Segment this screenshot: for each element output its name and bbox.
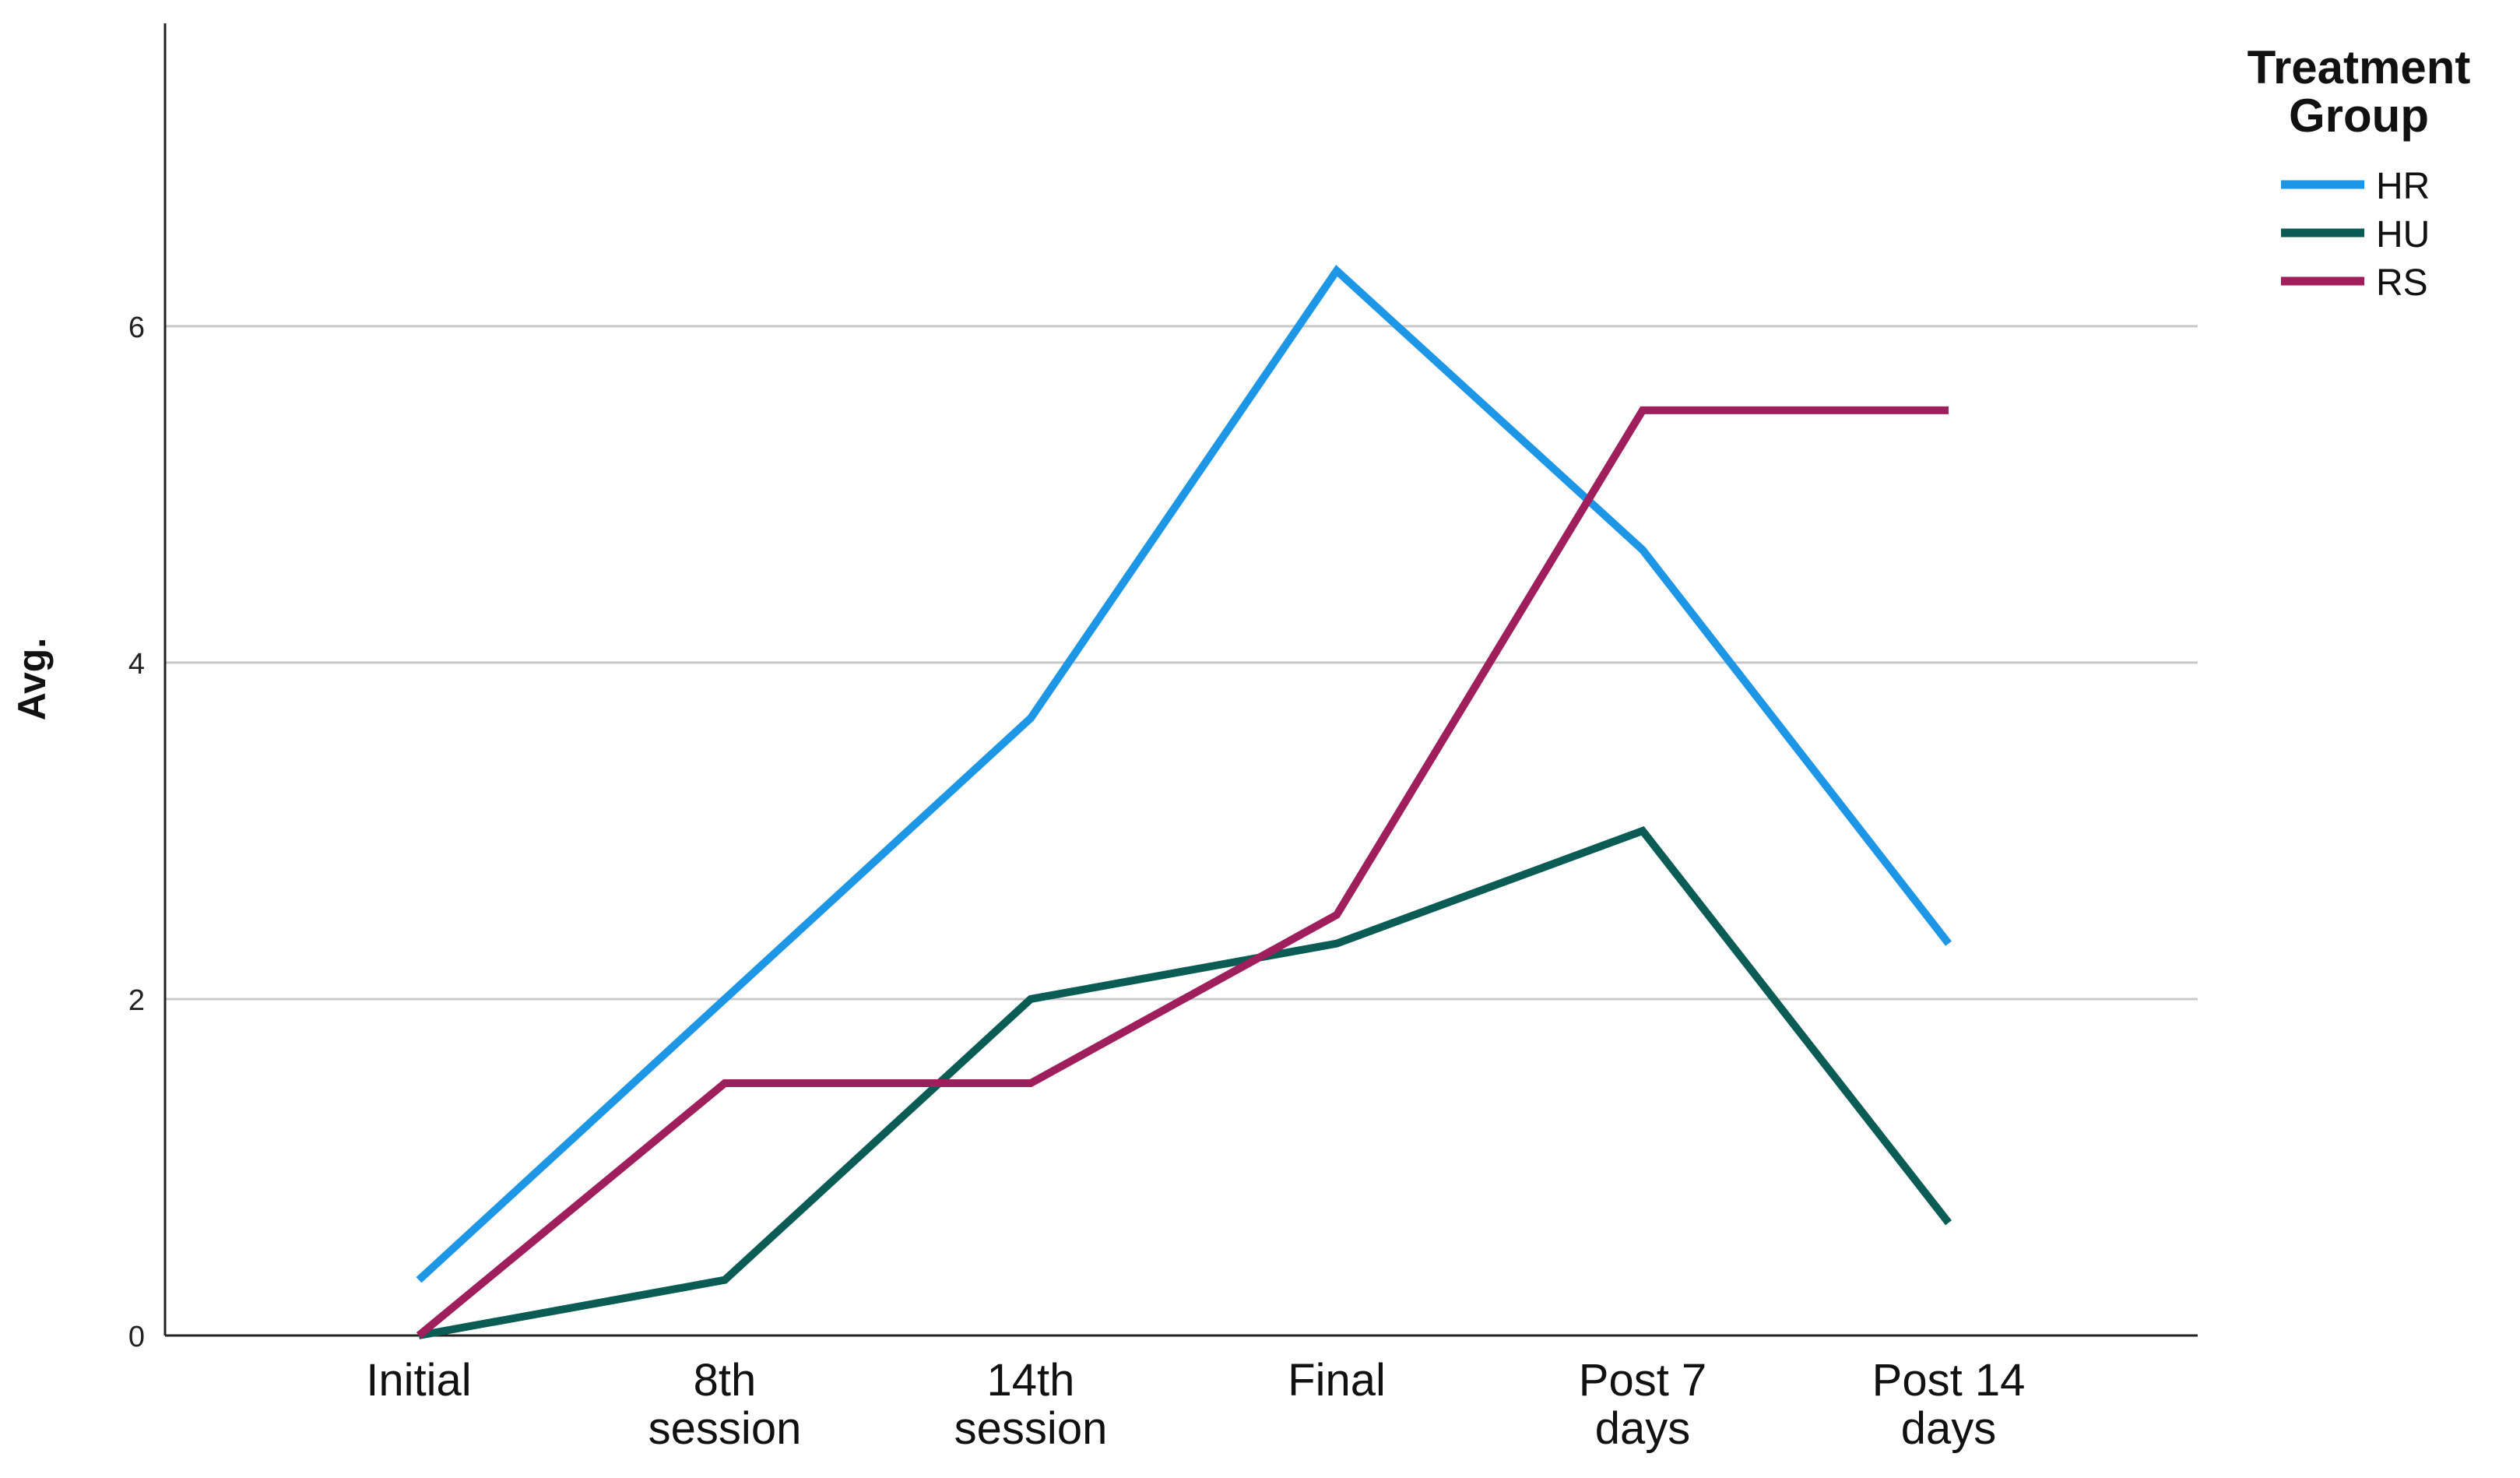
data-point <box>724 1279 726 1281</box>
x-tick-label: 8th session <box>648 1355 802 1454</box>
series-lines <box>416 264 1952 1339</box>
data-point <box>1948 1222 1949 1223</box>
x-tick-label: Initial <box>366 1355 471 1406</box>
legend-item-hu: HU <box>2281 214 2430 255</box>
legend-label: HU <box>2376 214 2430 255</box>
legend-label: RS <box>2376 262 2428 304</box>
series-hr <box>416 264 1952 1283</box>
legend-title: Treatment Group <box>2248 41 2471 142</box>
series-line-hu <box>418 825 1952 1339</box>
legend-title-line: Treatment <box>2248 41 2471 93</box>
x-tick-label-line: Post 7 <box>1579 1355 1706 1406</box>
series-line-rs <box>416 406 1949 1339</box>
x-tick-label: Post 14 days <box>1872 1355 2026 1454</box>
x-tick-label-line: session <box>954 1403 1108 1454</box>
data-point <box>1948 943 1949 945</box>
y-tick-label: 0 <box>128 1321 145 1353</box>
x-tick-label-line: Post 14 <box>1872 1355 2026 1406</box>
gridlines <box>165 325 2198 1001</box>
data-point <box>1336 943 1337 945</box>
x-tick-label-line: days <box>1901 1403 1997 1454</box>
y-tick-labels: 0 2 4 6 <box>128 311 145 1353</box>
x-tick-label: Post 7 days <box>1579 1355 1706 1454</box>
series-rs <box>416 406 1949 1339</box>
data-point <box>724 1082 726 1084</box>
legend-item-rs: RS <box>2281 262 2428 304</box>
x-tick-label-line: Initial <box>366 1355 471 1406</box>
data-point <box>1948 410 1949 411</box>
y-axis-label: Avg. <box>10 638 54 721</box>
y-tick-label: 2 <box>128 984 145 1017</box>
data-point <box>724 998 726 1000</box>
y-tick-label: 6 <box>128 311 145 344</box>
legend-item-hr: HR <box>2281 166 2430 207</box>
data-point <box>1642 830 1643 832</box>
data-point <box>1030 1082 1032 1084</box>
x-tick-label: 14th session <box>954 1355 1108 1454</box>
x-tick-label-line: session <box>648 1403 802 1454</box>
x-tick-label-line: 8th <box>694 1355 757 1406</box>
data-point <box>1030 998 1032 1000</box>
axes <box>163 23 2198 1337</box>
data-point <box>418 1335 420 1336</box>
data-point <box>1642 549 1643 551</box>
data-point <box>418 1279 420 1281</box>
x-tick-label: Final <box>1288 1355 1386 1406</box>
legend: Treatment Group HR HU RS <box>2248 41 2471 304</box>
data-point <box>1336 914 1337 916</box>
x-tick-label-line: 14th <box>987 1355 1075 1406</box>
x-tick-label-line: Final <box>1288 1355 1386 1406</box>
data-point <box>1642 410 1643 411</box>
legend-title-line: Group <box>2289 90 2429 142</box>
x-tick-label-line: days <box>1595 1403 1691 1454</box>
data-point <box>1336 270 1337 272</box>
series-hu <box>418 825 1952 1339</box>
y-tick-label: 4 <box>128 648 145 681</box>
data-point <box>1030 717 1032 719</box>
series-line-hr <box>416 264 1952 1283</box>
legend-label: HR <box>2376 166 2430 207</box>
